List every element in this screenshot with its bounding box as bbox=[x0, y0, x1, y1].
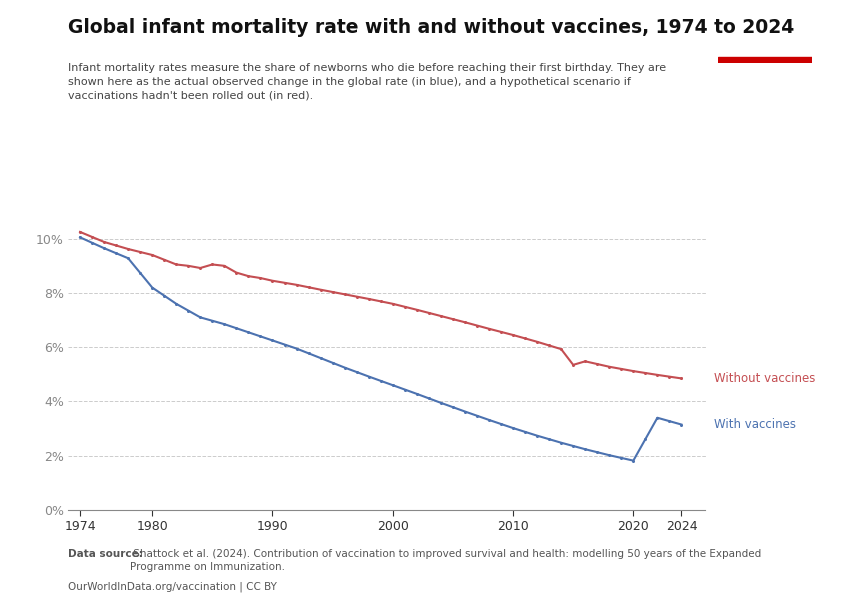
Text: OurWorldInData.org/vaccination | CC BY: OurWorldInData.org/vaccination | CC BY bbox=[68, 582, 277, 593]
Text: Infant mortality rates measure the share of newborns who die before reaching the: Infant mortality rates measure the share… bbox=[68, 63, 666, 100]
Text: Without vaccines: Without vaccines bbox=[714, 372, 815, 385]
Text: Shattock et al. (2024). Contribution of vaccination to improved survival and hea: Shattock et al. (2024). Contribution of … bbox=[130, 549, 762, 572]
Text: Our World: Our World bbox=[737, 22, 793, 32]
Bar bbox=[718, 56, 812, 63]
Text: With vaccines: With vaccines bbox=[714, 418, 796, 431]
Text: Data source:: Data source: bbox=[68, 549, 143, 559]
Text: in Data: in Data bbox=[745, 35, 785, 46]
Text: Global infant mortality rate with and without vaccines, 1974 to 2024: Global infant mortality rate with and wi… bbox=[68, 18, 794, 37]
